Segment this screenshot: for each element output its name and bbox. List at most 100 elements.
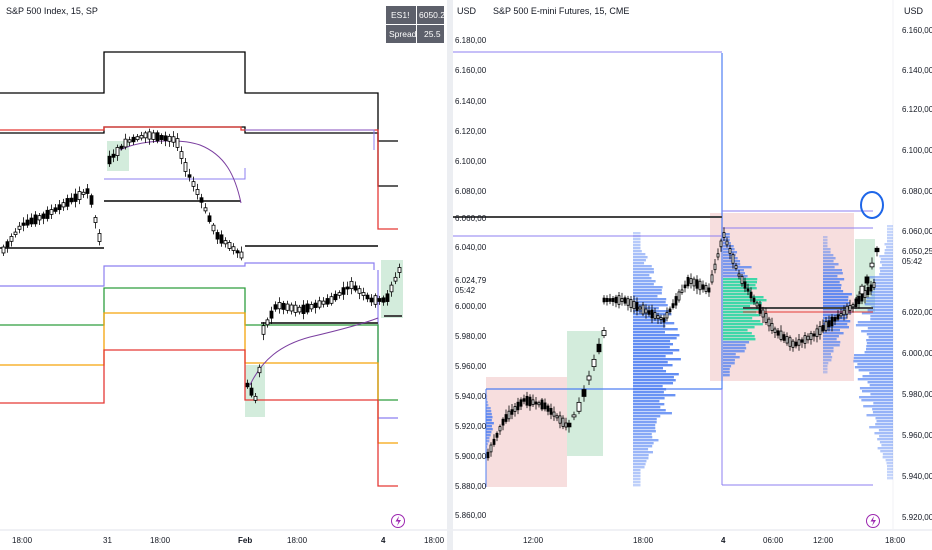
time-tick: Feb <box>238 536 252 545</box>
countdown: 05:42 <box>902 257 923 266</box>
circle-annotation[interactable] <box>860 191 884 219</box>
volume-bar <box>633 412 672 415</box>
volume-bar <box>633 271 654 274</box>
volume-bar <box>633 451 653 454</box>
volume-bar <box>884 243 893 246</box>
time-tick: 12:00 <box>813 536 834 545</box>
lightning-icon[interactable] <box>866 514 880 528</box>
candle <box>586 375 592 381</box>
volume-bar <box>868 336 893 339</box>
level-lines <box>0 51 402 487</box>
candle <box>689 278 693 284</box>
candle <box>701 284 705 290</box>
volume-bar <box>871 306 893 309</box>
green-zone <box>245 365 265 417</box>
time-tick: 18:00 <box>424 536 445 545</box>
candle <box>859 285 865 295</box>
candle <box>65 198 70 207</box>
candle <box>321 300 326 305</box>
volume-bar <box>633 424 656 427</box>
volume-bar <box>723 326 755 329</box>
volume-bar <box>823 269 843 272</box>
candle <box>510 409 514 415</box>
volume-bar <box>633 400 660 403</box>
candle <box>845 305 849 315</box>
volume-bar <box>723 269 744 272</box>
volume-bar <box>823 236 828 239</box>
candle <box>73 193 78 202</box>
volume-bar <box>633 421 657 424</box>
candle <box>111 153 116 158</box>
candle <box>257 366 262 374</box>
price-tick: 5.960,00 <box>455 362 487 371</box>
volume-bar <box>880 270 893 273</box>
volume-bar <box>633 289 662 292</box>
volume-bar <box>857 378 893 381</box>
volume-bar <box>633 280 656 283</box>
volume-bar <box>823 350 834 353</box>
volume-bar <box>877 438 893 441</box>
volume-bar <box>861 399 893 402</box>
candle <box>495 432 499 438</box>
candle <box>626 298 630 306</box>
volume-bar <box>823 335 839 338</box>
volume-bar <box>823 245 828 248</box>
left-chart-pane[interactable]: S&P 500 Index, 15, SP ES1! 6050.25 Sprea… <box>0 0 447 550</box>
volume-bar <box>633 466 645 469</box>
volume-bar <box>884 249 893 252</box>
candle <box>127 139 132 143</box>
candle <box>791 340 795 348</box>
price-tick: 5.920,00 <box>455 422 487 431</box>
volume-bar <box>823 272 843 275</box>
candle <box>139 135 144 139</box>
spread-table-value: 25.5 <box>424 29 441 39</box>
volume-bar <box>823 254 834 257</box>
candle <box>393 276 398 282</box>
volume-bar <box>633 475 641 478</box>
volume-bar <box>633 277 652 280</box>
lightning-icon[interactable] <box>391 514 405 528</box>
candle <box>369 297 374 303</box>
candle <box>650 309 654 319</box>
candle <box>261 325 266 335</box>
volume-bar <box>872 408 893 411</box>
price-tick: 6.020,00 <box>902 308 932 317</box>
volume-bar <box>486 422 494 425</box>
volume-bar <box>633 337 677 340</box>
candle <box>608 298 612 302</box>
candle <box>546 405 550 412</box>
right-chart-svg[interactable]: USD S&P 500 E-mini Futures, 15, CME USD … <box>453 0 932 550</box>
pane-divider[interactable] <box>447 0 453 550</box>
price-tick: 5.980,00 <box>902 390 932 399</box>
volume-bar <box>633 391 664 394</box>
volume-bar <box>633 304 668 307</box>
volume-bar <box>823 260 834 263</box>
candle <box>501 418 505 426</box>
candle <box>293 304 298 313</box>
candle <box>199 197 204 203</box>
time-tick: 18:00 <box>150 536 171 545</box>
volume-bar <box>633 268 654 271</box>
volume-bar <box>723 236 730 239</box>
candle <box>874 247 880 253</box>
candle <box>839 313 843 317</box>
spread-table-label: Spread <box>389 29 417 39</box>
volume-bar <box>633 364 673 367</box>
candle <box>824 321 828 331</box>
volume-bar <box>870 291 893 294</box>
volume-bar <box>887 228 893 231</box>
candle <box>253 395 258 401</box>
candle <box>683 284 687 289</box>
right-chart-pane[interactable]: USD S&P 500 E-mini Futures, 15, CME USD … <box>453 0 932 550</box>
volume-bar <box>862 375 893 378</box>
volume-bar <box>866 345 893 348</box>
candle <box>710 274 714 283</box>
candle <box>734 264 738 270</box>
candle <box>53 207 58 212</box>
candle <box>785 336 789 344</box>
left-chart-svg[interactable]: S&P 500 Index, 15, SP ES1! 6050.25 Sprea… <box>0 0 447 550</box>
candle <box>749 291 753 299</box>
candle <box>552 411 556 417</box>
volume-bar <box>723 365 732 368</box>
volume-bar <box>880 258 893 261</box>
